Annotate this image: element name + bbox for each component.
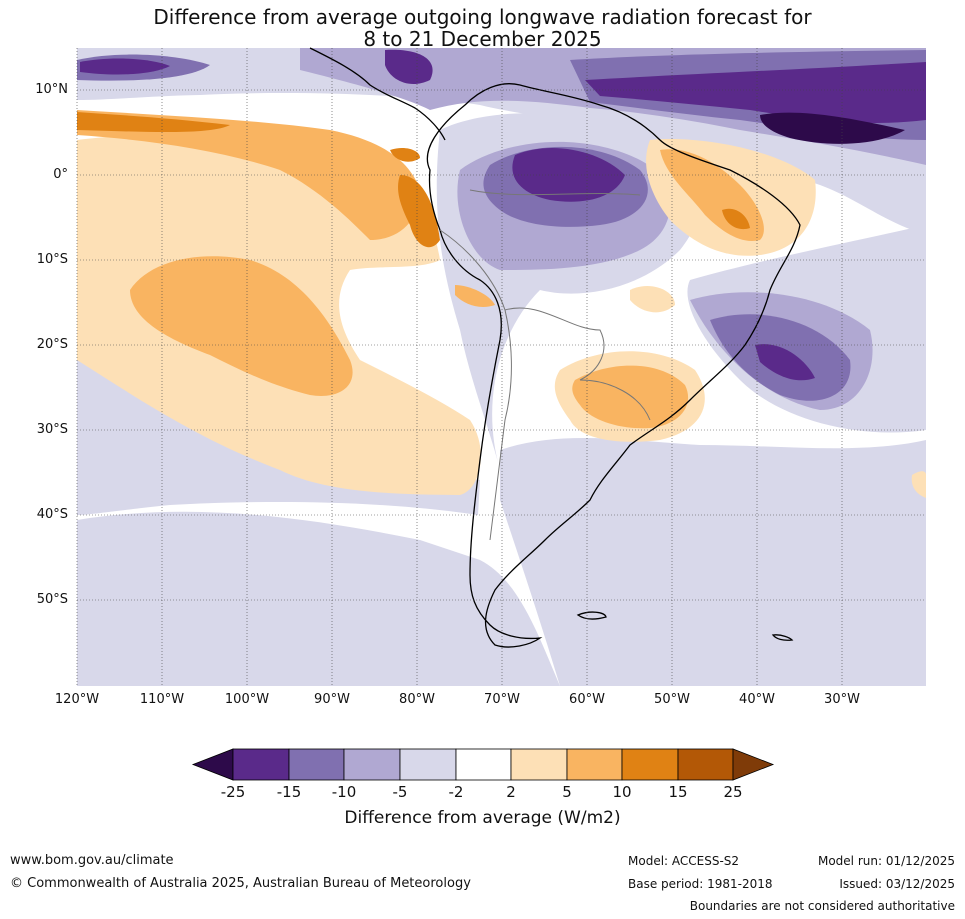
falklands-coastline — [576, 611, 607, 620]
lon-label: 60°W — [569, 692, 605, 707]
border-amazon — [469, 189, 641, 196]
colorbar-tick-label: -2 — [448, 783, 464, 801]
field-pacific-orange — [130, 256, 353, 396]
field-brazil-small — [630, 285, 675, 313]
colorbar-bin — [455, 748, 512, 781]
border-paraguay — [579, 379, 651, 421]
south-america-coastline — [426, 83, 801, 648]
colorbar-bin — [566, 748, 623, 781]
colorbar-tick-label: 15 — [668, 783, 688, 801]
country-borders — [439, 189, 651, 541]
field-peru-inland — [455, 285, 495, 307]
colorbar-tick-label: 5 — [562, 783, 572, 801]
colorbar — [191, 748, 775, 781]
colorbar-extend-low — [191, 748, 234, 781]
colorbar-title: Difference from average (W/m2) — [344, 808, 621, 828]
website-link[interactable]: www.bom.gov.au/climate — [10, 853, 174, 868]
field-north-band-darker — [585, 62, 926, 123]
colorbar-tick-label: 10 — [612, 783, 632, 801]
colorbar-bin — [288, 748, 345, 781]
field-ne-brazil-dark — [722, 208, 750, 230]
colorbar-tick-label: -10 — [331, 783, 357, 801]
field-caribbean-west-dark — [80, 58, 170, 75]
lon-label: 100°W — [224, 692, 270, 707]
field-south-ocean-band — [77, 511, 560, 686]
central-america-coastline — [309, 47, 446, 141]
lat-label: 40°S — [36, 507, 68, 522]
field-se-brazil-darkest — [755, 344, 815, 381]
colorbar-bin — [399, 748, 457, 781]
field-peru-coast — [398, 175, 440, 248]
lon-label: 40°W — [739, 692, 775, 707]
border-andes — [439, 229, 512, 541]
lon-label: 120°W — [54, 692, 100, 707]
colorbar-bin — [343, 748, 401, 781]
colorbar-bin — [510, 748, 568, 781]
field-east-pacific-orange — [77, 110, 420, 240]
lat-label: 10°N — [35, 82, 68, 97]
lon-label: 70°W — [484, 692, 520, 707]
base-period: Base period: 1981-2018 — [628, 877, 773, 891]
lat-label: 20°S — [36, 337, 68, 352]
colorbar-tick-label: -5 — [392, 783, 408, 801]
field-galapagos-spot — [390, 147, 420, 162]
chart-title-line-2: 8 to 21 December 2025 — [363, 27, 602, 51]
model-name: Model: ACCESS-S2 — [628, 854, 740, 868]
lon-label: 30°W — [824, 692, 860, 707]
colorbar-bin — [621, 748, 679, 781]
copyright-text: © Commonwealth of Australia 2025, Austra… — [10, 876, 471, 891]
chart-title-line-1: Difference from average outgoing longwav… — [153, 5, 812, 29]
field-east-pacific-dark — [77, 112, 230, 133]
lat-label: 30°S — [36, 422, 68, 437]
lon-label: 80°W — [399, 692, 435, 707]
field-atlantic-east — [911, 471, 926, 498]
field-south-atlantic-band — [500, 438, 926, 686]
colorbar-tick-label: -25 — [220, 783, 246, 801]
disclaimer: Boundaries are not considered authoritat… — [689, 899, 955, 913]
field-parana-orange — [572, 365, 689, 429]
lat-label: 50°S — [36, 592, 68, 607]
field-central-america — [385, 49, 433, 85]
field-north-band-darkest — [760, 112, 905, 144]
field-amazon-darkest — [512, 147, 625, 202]
lon-label: 50°W — [654, 692, 690, 707]
lon-label: 90°W — [314, 692, 350, 707]
south-georgia-coastline — [771, 634, 794, 641]
colorbar-tick-label: 25 — [723, 783, 743, 801]
border-bolivia — [504, 307, 605, 381]
gridlines — [76, 48, 926, 686]
lat-label: 0° — [53, 167, 68, 182]
colorbar-bin — [677, 748, 734, 781]
colorbar-tick-label: 2 — [506, 783, 516, 801]
colorbar-extend-high — [732, 748, 775, 781]
colorbar-bin — [232, 748, 290, 781]
colorbar-tick-label: -15 — [276, 783, 302, 801]
model-run: Model run: 01/12/2025 — [817, 854, 955, 868]
anomaly-fields — [77, 48, 926, 686]
lat-label: 10°S — [36, 252, 68, 267]
issued-date: Issued: 03/12/2025 — [839, 877, 955, 891]
lon-label: 110°W — [139, 692, 185, 707]
coastlines — [309, 47, 801, 648]
